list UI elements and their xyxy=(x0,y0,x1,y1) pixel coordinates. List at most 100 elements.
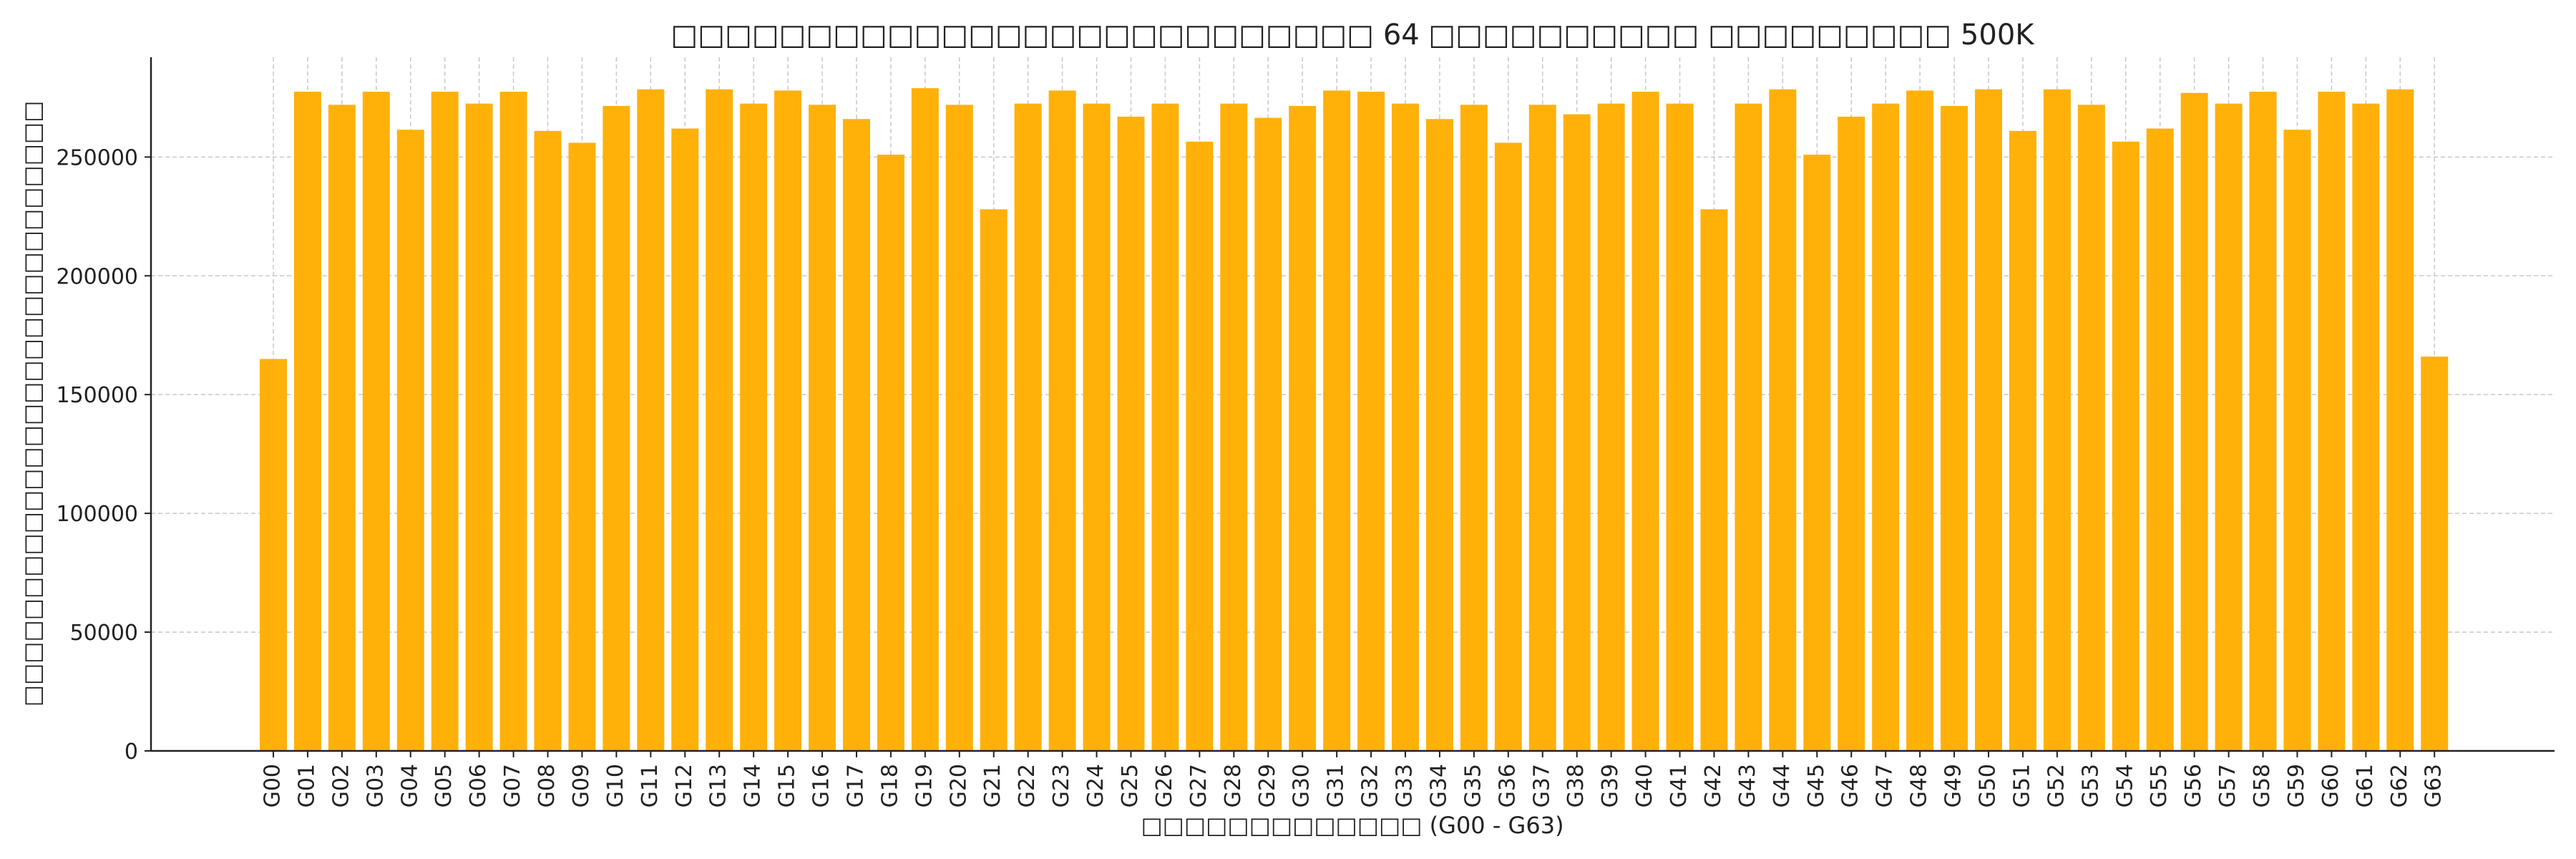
x-tick-label: G09 xyxy=(569,764,594,807)
x-tick-label: G33 xyxy=(1392,764,1418,807)
x-tick-label: G11 xyxy=(638,764,663,807)
bar-G32 xyxy=(1357,92,1385,751)
x-tick-label: G19 xyxy=(912,764,937,807)
bar-G63 xyxy=(2421,356,2449,751)
y-tick-label: 50000 xyxy=(70,621,138,646)
x-tick-label: G58 xyxy=(2250,764,2275,807)
bar-G17 xyxy=(842,119,870,751)
x-tick-label: G36 xyxy=(1495,764,1520,807)
x-tick-label: G45 xyxy=(1804,764,1829,807)
x-tick-label: G28 xyxy=(1221,764,1246,807)
bar-G00 xyxy=(260,359,287,752)
x-tick-label: G51 xyxy=(2009,764,2034,807)
x-tick-label: G15 xyxy=(775,764,800,807)
x-tick-label: G52 xyxy=(2044,764,2069,807)
bar-G13 xyxy=(706,89,733,751)
x-tick-label: G04 xyxy=(397,764,422,807)
bar-G53 xyxy=(2077,105,2105,751)
x-tick-label: G20 xyxy=(946,764,971,807)
x-tick-label: G32 xyxy=(1358,764,1383,807)
bar-G22 xyxy=(1014,103,1042,751)
x-tick-label: G37 xyxy=(1529,764,1554,807)
x-tick-label: G02 xyxy=(328,764,353,807)
x-tick-label: G63 xyxy=(2421,764,2446,807)
bar-G19 xyxy=(911,88,939,752)
x-tick-label: G53 xyxy=(2078,764,2103,807)
bar-G26 xyxy=(1151,103,1179,751)
bar-G27 xyxy=(1186,141,1214,751)
bar-G55 xyxy=(2146,128,2174,751)
bar-G57 xyxy=(2215,103,2243,751)
bar-G42 xyxy=(1700,209,1728,752)
bar-G03 xyxy=(362,92,390,751)
x-tick-label: G18 xyxy=(877,764,902,807)
x-tick-label: G30 xyxy=(1289,764,1314,807)
bar-G14 xyxy=(740,103,768,751)
x-tick-label: G40 xyxy=(1632,764,1657,807)
x-tick-label: G07 xyxy=(500,764,525,807)
bar-G04 xyxy=(396,130,424,751)
bar-G35 xyxy=(1460,105,1488,751)
bar-G39 xyxy=(1597,103,1625,751)
bar-G51 xyxy=(2009,130,2036,751)
x-tick-label: G50 xyxy=(1976,764,2001,807)
x-tick-label: G35 xyxy=(1460,764,1485,807)
bar-G31 xyxy=(1323,90,1351,751)
x-tick-label: G56 xyxy=(2181,764,2206,807)
x-tick-label: G42 xyxy=(1701,764,1726,807)
x-tick-label: G23 xyxy=(1049,764,1074,807)
x-ticks: G00 G01 G02 G03 G04 G05 G06 G07 G08 G09 G10 G11 G12 G… xyxy=(260,751,2446,807)
bar-G41 xyxy=(1666,103,1694,751)
x-tick-label: G24 xyxy=(1083,764,1108,807)
x-tick-label: G26 xyxy=(1152,764,1177,807)
x-tick-label: G25 xyxy=(1118,764,1143,807)
x-tick-label: G08 xyxy=(535,764,560,807)
x-tick-label: G17 xyxy=(843,764,868,807)
x-tick-label: G44 xyxy=(1770,764,1795,807)
bar-G34 xyxy=(1425,119,1453,751)
bar-G38 xyxy=(1563,114,1591,752)
x-tick-label: G03 xyxy=(363,764,388,807)
x-tick-label: G01 xyxy=(294,764,319,807)
bar-G48 xyxy=(1906,90,1934,751)
bar-G40 xyxy=(1631,92,1659,751)
y-tick-label: 200000 xyxy=(56,264,138,289)
bar-G37 xyxy=(1528,105,1556,751)
bar-G23 xyxy=(1048,90,1076,751)
bar-G24 xyxy=(1083,103,1111,751)
bar-G10 xyxy=(602,106,630,751)
bar-G02 xyxy=(328,105,356,751)
bar-G49 xyxy=(1941,106,1968,751)
bar-G56 xyxy=(2180,92,2208,751)
bar-G62 xyxy=(2386,89,2414,751)
bar-G43 xyxy=(1735,103,1762,751)
bar-G61 xyxy=(2352,103,2380,751)
x-tick-label: G00 xyxy=(260,764,286,807)
x-tick-label: G62 xyxy=(2387,764,2412,807)
bar-G47 xyxy=(1872,103,1900,751)
x-tick-label: G21 xyxy=(980,764,1005,807)
bar-G30 xyxy=(1289,106,1317,751)
x-tick-label: G54 xyxy=(2112,764,2137,807)
bar-G12 xyxy=(671,128,699,751)
y-tick-label: 150000 xyxy=(56,383,138,408)
x-axis-label: □□□□□□□□□□□□□ (G00 - G63) xyxy=(1141,812,1563,839)
x-tick-label: G59 xyxy=(2284,764,2309,807)
y-ticks: 0 50000 100000 150000 200000 250000 xyxy=(56,145,151,765)
x-tick-label: G34 xyxy=(1426,764,1451,807)
bar-G36 xyxy=(1494,142,1522,751)
x-tick-label: G41 xyxy=(1667,764,1692,807)
bar-G29 xyxy=(1254,117,1282,751)
bar-G44 xyxy=(1769,89,1797,751)
bar-G20 xyxy=(945,105,973,751)
x-tick-label: G22 xyxy=(1015,764,1040,807)
bar-G25 xyxy=(1117,116,1145,751)
x-tick-label: G55 xyxy=(2147,764,2172,807)
x-gridlines xyxy=(273,57,2435,751)
x-tick-label: G06 xyxy=(466,764,491,807)
y-tick-label: 250000 xyxy=(56,145,138,170)
bar-G06 xyxy=(465,103,493,751)
x-tick-label: G47 xyxy=(1873,764,1898,807)
bar-G07 xyxy=(499,92,527,751)
